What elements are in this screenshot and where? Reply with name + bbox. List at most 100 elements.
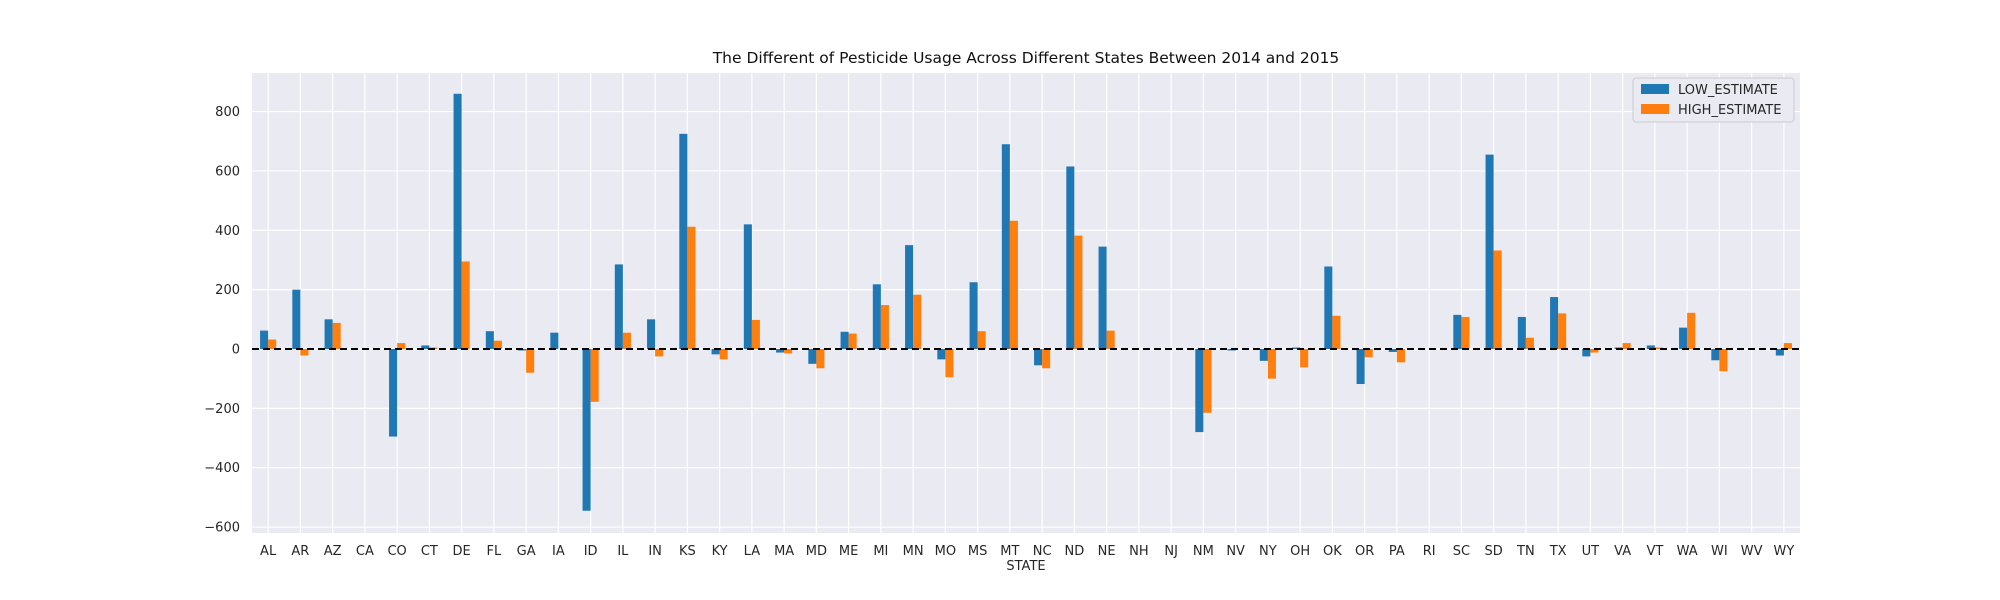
bar-high-estimate-oh [1300,349,1309,368]
bar-low-estimate-sc [1453,314,1462,349]
x-tick-label-in: IN [648,544,662,559]
bar-low-estimate-ky [711,349,720,355]
bar-low-estimate-nm [1195,349,1204,433]
x-tick-label-tx: TX [1549,544,1567,559]
x-tick-label-vt: VT [1646,544,1663,559]
x-tick-label-md: MD [806,544,827,559]
x-tick-label-nc: NC [1033,544,1052,559]
x-tick-labels: AL AR AZ CA CO CT DE FL GA IA ID IL IN KS KY LA MA MD ME MI… [260,544,1794,559]
x-tick-label-ca: CA [356,544,374,559]
bar-high-estimate-al [268,339,277,349]
bar-high-estimate-fl [493,340,502,349]
x-tick-label-wv: WV [1741,544,1763,559]
bar-low-estimate-ms [969,282,978,349]
bar-low-estimate-ia [550,332,559,349]
x-tick-label-mi: MI [873,544,888,559]
bar-high-estimate-ar [300,349,309,356]
bar-high-estimate-ms [977,331,986,349]
plot-background [252,73,1800,533]
x-tick-label-wi: WI [1711,544,1728,559]
x-tick-label-ar: AR [291,544,309,559]
bar-low-estimate-pa [1388,349,1397,352]
bar-high-estimate-tn [1525,337,1534,349]
y-tick-label: −200 [204,402,240,417]
bar-high-estimate-va [1622,343,1631,349]
bar-low-estimate-nd [1066,166,1075,349]
bar-low-estimate-fl [485,331,494,349]
bar-low-estimate-md [808,349,817,364]
bar-low-estimate-wa [1679,327,1688,349]
x-tick-label-sc: SC [1453,544,1470,559]
bar-low-estimate-ks [679,133,688,349]
bar-high-estimate-ut [1590,349,1599,353]
bar-high-estimate-mt [1009,220,1018,349]
bar-low-estimate-ma [776,349,785,353]
bar-high-estimate-ne [1106,330,1115,349]
bar-high-estimate-mn [913,294,922,349]
x-tick-label-me: ME [839,544,858,559]
bar-high-estimate-sd [1493,250,1502,349]
x-tick-label-or: OR [1355,544,1374,559]
bar-high-estimate-de [461,261,470,349]
bar-low-estimate-sd [1485,154,1494,349]
bar-high-estimate-ky [719,349,728,360]
bar-high-estimate-ok [1332,315,1341,349]
x-tick-label-mt: MT [1000,544,1019,559]
x-tick-label-va: VA [1614,544,1631,559]
bar-low-estimate-la [743,224,752,349]
bar-low-estimate-il [614,264,623,349]
bar-low-estimate-ut [1582,349,1591,357]
bar-low-estimate-mi [872,284,881,349]
bar-low-estimate-tx [1550,297,1559,349]
x-tick-label-nv: NV [1226,544,1245,559]
bar-high-estimate-nc [1042,349,1051,369]
x-tick-label-de: DE [453,544,471,559]
x-tick-label-tn: TN [1516,544,1535,559]
bar-low-estimate-ct [421,345,430,349]
legend-label-low-estimate: LOW_ESTIMATE [1678,83,1778,98]
y-tick-label: 200 [215,283,240,298]
x-tick-label-ok: OK [1323,544,1342,559]
bar-low-estimate-or [1356,349,1365,385]
legend-swatch-low-estimate [1641,84,1669,94]
bar-low-estimate-wi [1711,349,1720,361]
bar-high-estimate-la [751,319,760,349]
x-tick-label-id: ID [584,544,598,559]
x-tick-label-mo: MO [935,544,956,559]
bar-high-estimate-wi [1719,349,1728,372]
bar-high-estimate-il [622,332,631,349]
bar-low-estimate-mt [1001,144,1010,349]
bar-high-estimate-wa [1687,312,1696,349]
bar-low-estimate-al [260,330,269,349]
bar-high-estimate-in [655,349,664,357]
bar-high-estimate-me [848,333,857,349]
bar-high-estimate-ga [526,349,535,373]
bar-high-estimate-sc [1461,316,1470,349]
y-tick-label: 600 [215,164,240,179]
x-tick-label-ks: KS [679,544,696,559]
x-tick-label-ia: IA [552,544,565,559]
legend: LOW_ESTIMATE HIGH_ESTIMATE [1632,77,1795,123]
bar-high-estimate-nm [1203,349,1212,413]
bar-high-estimate-md [816,349,825,369]
x-gridlines [267,73,1785,533]
bar-high-estimate-mo [945,349,954,378]
x-tick-label-fl: FL [487,544,502,559]
x-tick-label-ct: CT [421,544,438,559]
x-tick-label-ut: UT [1582,544,1600,559]
y-tick-label: −600 [204,521,240,536]
bar-low-estimate-mo [937,349,946,360]
bar-high-estimate-ma [784,349,793,354]
bar-low-estimate-mn [905,245,914,349]
x-tick-label-az: AZ [324,544,342,559]
bar-high-estimate-or [1364,349,1373,358]
x-tick-label-ri: RI [1423,544,1436,559]
x-tick-label-ne: NE [1098,544,1116,559]
chart-title: The Different of Pesticide Usage Across … [712,49,1340,67]
x-tick-label-la: LA [744,544,761,559]
bar-high-estimate-ny [1267,349,1276,379]
bar-low-estimate-me [840,331,849,349]
x-tick-label-wy: WY [1773,544,1794,559]
legend-swatch-high-estimate [1641,104,1669,114]
